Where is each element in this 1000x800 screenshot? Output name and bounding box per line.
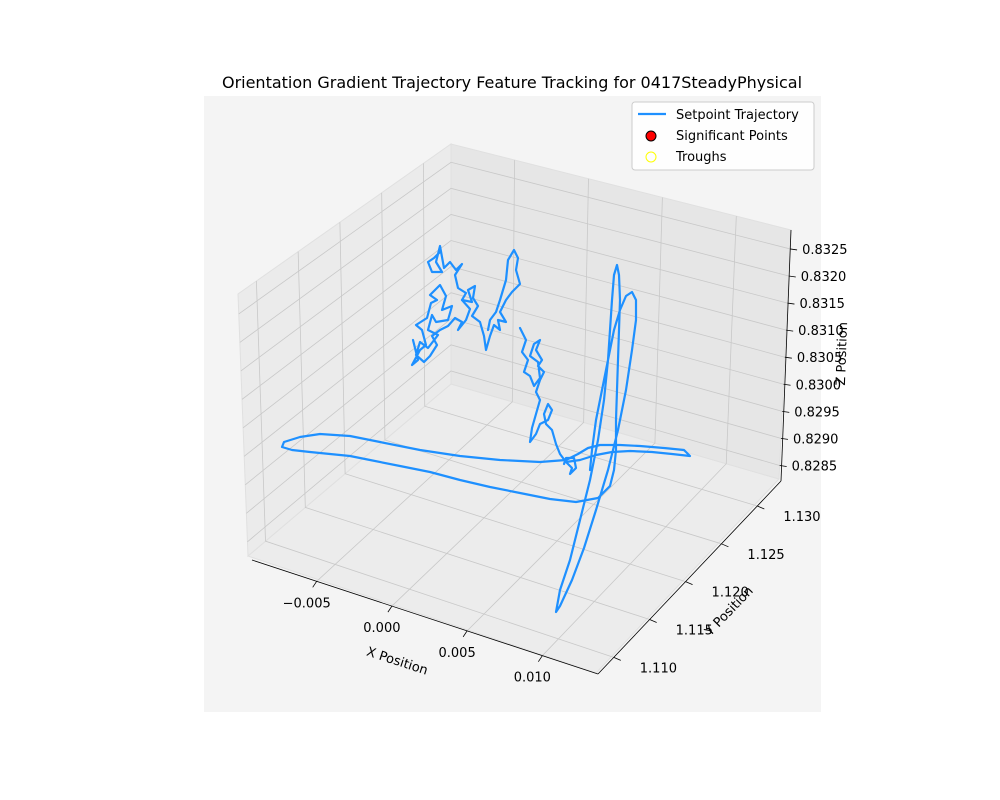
x-tick-mark (538, 655, 543, 662)
z-tick-label: 0.8305 (797, 351, 843, 366)
z-grid-line (242, 266, 785, 429)
legend-label-setpoint: Setpoint Trajectory (676, 108, 799, 123)
x-tick-label: 0.010 (514, 671, 551, 686)
z-tick-label: 0.8290 (793, 432, 839, 447)
z-axis-line (780, 229, 792, 482)
x-axis-ticks: −0.005 0.000 0.005 0.010 (283, 581, 551, 686)
x-grid-line (391, 178, 589, 607)
z-tick-label: 0.8285 (792, 459, 838, 474)
z-tick-mark (780, 438, 789, 440)
z-grid-line (245, 318, 783, 486)
legend-label-troughs: Troughs (675, 150, 727, 165)
z-grid-line (243, 292, 784, 457)
y-tick-mark (649, 619, 657, 623)
series-setpoint-trajectory (280, 244, 692, 614)
y-tick-label: 1.130 (783, 510, 820, 525)
x-tick-label: 0.005 (439, 646, 476, 661)
x-tick-label: −0.005 (283, 596, 331, 611)
z-grid-line (240, 213, 788, 372)
legend-box (631, 101, 815, 171)
z-tick-label: 0.8315 (799, 297, 845, 312)
y-tick-label: 1.115 (676, 624, 713, 639)
y-tick-label: 1.120 (712, 586, 749, 601)
x-grid-line (316, 160, 515, 582)
chart-title: Orientation Gradient Trajectory Feature … (222, 73, 802, 92)
z-tick-label: 0.8295 (794, 405, 840, 420)
y-tick-mark (613, 656, 621, 661)
legend-significant-marker (645, 130, 657, 142)
z-grid-line (238, 161, 791, 315)
trajectory-segment-scribble-mid (460, 248, 522, 352)
z-grid-line (239, 187, 789, 343)
z-tick-mark (787, 302, 795, 305)
z-axis-label: Z Position (834, 322, 851, 386)
z-tick-label: 0.8310 (798, 324, 844, 339)
z-tick-label: 0.8325 (802, 243, 848, 258)
z-tick-mark (779, 465, 787, 467)
y-grid-line (423, 163, 758, 507)
y-grid-line (297, 251, 650, 620)
legend-label-significant: Significant Points (676, 129, 788, 144)
z-tick-label: 0.8300 (796, 378, 842, 393)
x-tick-label: 0.000 (363, 621, 400, 636)
legend-troughs-marker (645, 151, 657, 163)
z-tick-mark (788, 275, 796, 278)
y-axis-ticks: 1.110 1.115 1.120 1.125 1.130 (613, 505, 821, 676)
x-tick-mark (312, 581, 318, 588)
z-grid-line (247, 370, 780, 543)
y-tick-mark (685, 581, 693, 586)
legend: Setpoint Trajectory Significant Points T… (631, 101, 815, 171)
z-axis-ticks: 0.8285 0.8290 0.8295 0.8300 0.8305 0.8310 0.83… (779, 243, 848, 474)
y-tick-mark (721, 543, 729, 548)
x-axis-line (251, 559, 599, 675)
trajectory-segment-long-tail (280, 263, 692, 614)
z-grid-line (246, 344, 782, 514)
x-grid-line (542, 216, 737, 656)
y-axis-line (597, 480, 782, 675)
y-tick-mark (757, 505, 765, 510)
grid-lines (238, 160, 791, 658)
x-grid-line (466, 197, 663, 632)
y-grid-line (255, 281, 614, 658)
trajectory-segment-scribble-left (410, 244, 472, 367)
y-grid-line (339, 222, 686, 583)
z-tick-mark (790, 248, 798, 251)
y-tick-label: 1.125 (747, 548, 784, 563)
z-tick-label: 0.8320 (801, 270, 847, 285)
y-grid-line (381, 192, 722, 545)
x-tick-mark (462, 630, 468, 638)
z-grid-line (241, 240, 787, 400)
x-tick-mark (387, 605, 393, 613)
y-tick-label: 1.110 (640, 661, 677, 676)
